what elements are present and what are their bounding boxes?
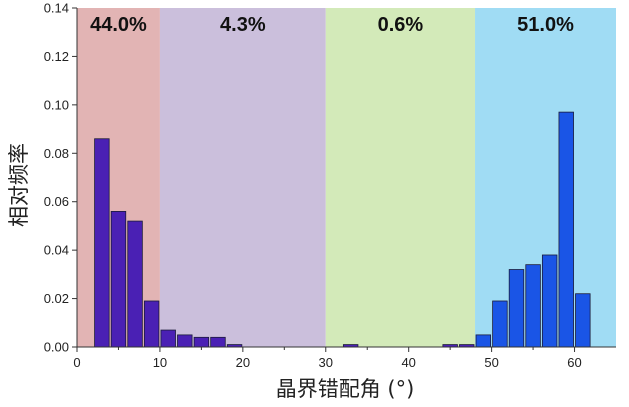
region-label-1: 4.3% — [220, 14, 266, 36]
bar-16 — [541, 254, 558, 348]
region-label-0: 44.0% — [90, 14, 147, 36]
y-tick-label: 0.04 — [44, 243, 69, 258]
y-tick-label: 0.00 — [44, 340, 69, 355]
y-axis-title: 相对频率 — [7, 143, 31, 227]
x-tick-label: 60 — [567, 355, 581, 370]
bar-7 — [210, 336, 226, 348]
bar-15 — [525, 264, 541, 348]
bar-14 — [508, 269, 525, 348]
region-band-1 — [159, 8, 326, 347]
bar-0 — [94, 138, 110, 348]
axes — [76, 8, 616, 348]
bar-17 — [558, 111, 574, 348]
bar-12 — [475, 334, 492, 348]
bar-18 — [575, 293, 591, 348]
y-tick-label: 0.08 — [44, 146, 69, 161]
region-band-2 — [325, 8, 476, 347]
region-label-3: 51.0% — [517, 14, 574, 36]
x-axis-title: 晶界错配角 (°) — [276, 377, 415, 401]
y-tick-label: 0.12 — [44, 49, 69, 64]
bar-2 — [127, 220, 143, 348]
x-tick-label: 50 — [484, 355, 498, 370]
x-tick-label: 30 — [319, 355, 333, 370]
y-tick-label: 0.02 — [44, 291, 69, 306]
ticks: 0.00 0.02 0.04 0.06 0.08 0.10 0.12 0.14 0 10 20 30 4… — [44, 1, 582, 371]
bar-3 — [143, 300, 160, 348]
region-label-2: 0.6% — [378, 14, 424, 36]
region-labels: 44.0% 4.3% 0.6% 51.0% — [90, 14, 574, 36]
y-tick-label: 0.06 — [44, 194, 69, 209]
bar-5 — [177, 334, 193, 348]
y-tick-label: 0.10 — [44, 97, 69, 112]
y-tick-label: 0.14 — [44, 1, 69, 16]
bar-6 — [193, 336, 210, 348]
x-tick-label: 0 — [73, 355, 80, 370]
x-tick-label: 20 — [236, 355, 250, 370]
bar-4 — [160, 329, 176, 348]
x-tick-label: 10 — [153, 355, 167, 370]
bar-1 — [110, 210, 127, 348]
background-regions — [77, 8, 616, 347]
bar-13 — [492, 300, 508, 348]
x-tick-label: 40 — [401, 355, 415, 370]
bars — [94, 111, 591, 348]
